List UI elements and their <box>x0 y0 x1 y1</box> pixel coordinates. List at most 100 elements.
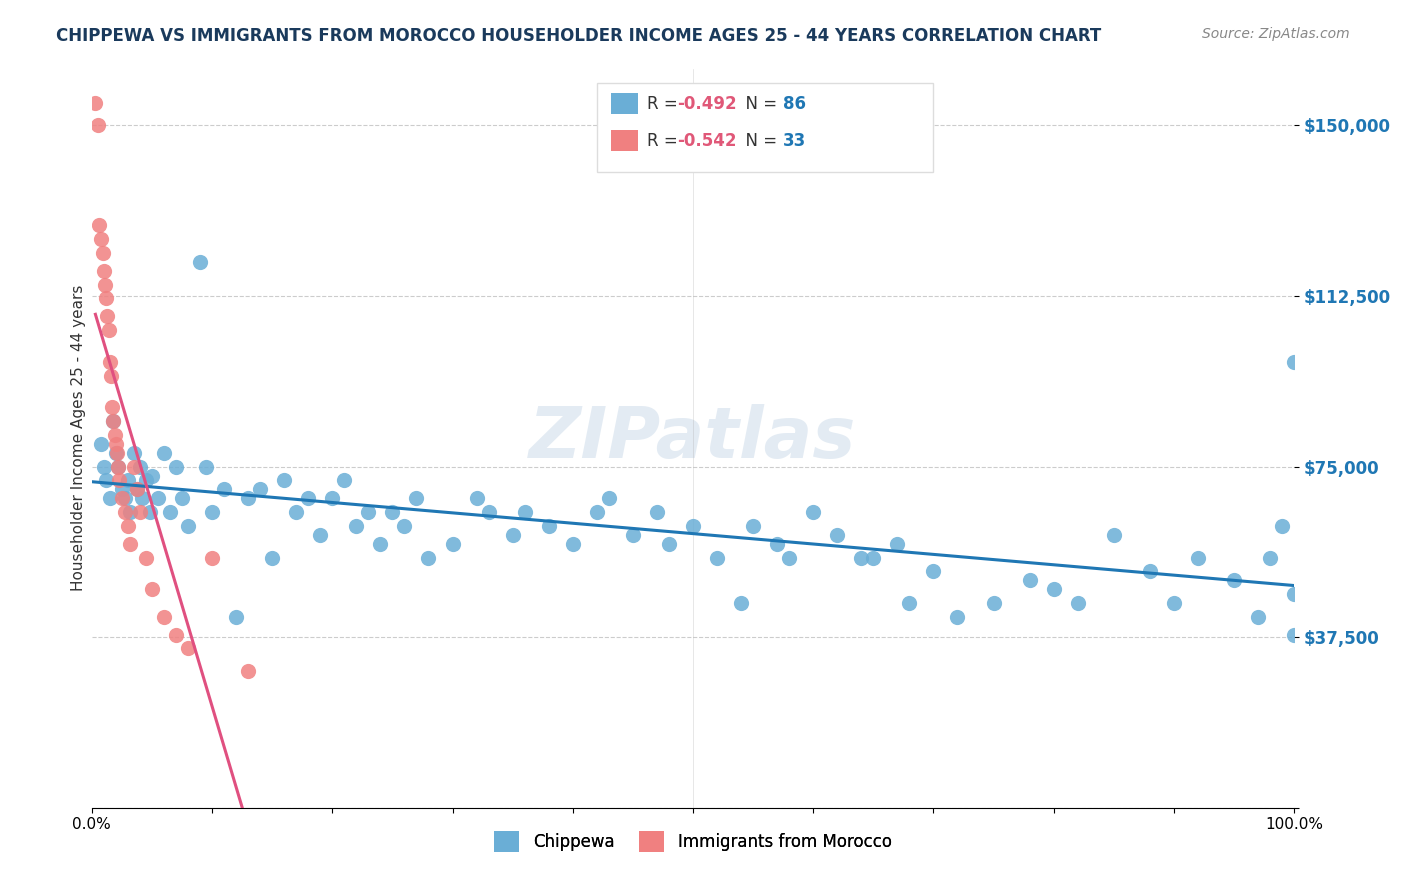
Point <box>862 550 884 565</box>
Point <box>122 446 145 460</box>
Point <box>309 528 332 542</box>
Point <box>135 550 157 565</box>
Point <box>682 518 704 533</box>
Point <box>94 277 117 292</box>
Point <box>93 264 115 278</box>
Point <box>117 473 139 487</box>
Point <box>165 628 187 642</box>
Point <box>730 596 752 610</box>
Text: ZIPatlas: ZIPatlas <box>529 403 856 473</box>
Point <box>120 505 142 519</box>
Point <box>645 505 668 519</box>
Point <box>225 609 247 624</box>
Point <box>111 491 134 506</box>
Point <box>84 95 107 110</box>
Point <box>103 414 125 428</box>
Point <box>128 459 150 474</box>
Point <box>93 459 115 474</box>
Point <box>177 518 200 533</box>
Point <box>405 491 427 506</box>
Point <box>1187 550 1209 565</box>
Point <box>159 505 181 519</box>
Point <box>91 245 114 260</box>
Point <box>1102 528 1125 542</box>
Point <box>90 232 112 246</box>
Point <box>105 446 128 460</box>
Point <box>706 550 728 565</box>
Point <box>212 483 235 497</box>
Point <box>131 491 153 506</box>
Point <box>898 596 921 610</box>
Point <box>285 505 308 519</box>
Point <box>100 368 122 383</box>
Point <box>90 437 112 451</box>
Point <box>262 550 284 565</box>
Point <box>87 219 110 233</box>
Text: Source: ZipAtlas.com: Source: ZipAtlas.com <box>1202 27 1350 41</box>
Y-axis label: Householder Income Ages 25 - 44 years: Householder Income Ages 25 - 44 years <box>72 285 86 591</box>
Point <box>177 641 200 656</box>
Point <box>1139 564 1161 578</box>
Point <box>1282 587 1305 601</box>
Point <box>1042 582 1064 597</box>
Point <box>1282 355 1305 369</box>
Point <box>107 459 129 474</box>
Point <box>585 505 607 519</box>
Point <box>249 483 271 497</box>
Point <box>333 473 356 487</box>
Text: -0.492: -0.492 <box>678 95 737 113</box>
Point <box>1223 573 1246 587</box>
Point <box>120 537 142 551</box>
Point <box>742 518 765 533</box>
Point <box>104 437 127 451</box>
Point <box>111 483 134 497</box>
Point <box>946 609 969 624</box>
Point <box>502 528 524 542</box>
Point <box>621 528 644 542</box>
Point <box>513 505 536 519</box>
Text: R =: R = <box>647 95 683 113</box>
Point <box>1067 596 1090 610</box>
Point <box>477 505 499 519</box>
Point <box>886 537 908 551</box>
Point <box>87 119 110 133</box>
Point <box>127 483 149 497</box>
Point <box>922 564 945 578</box>
Point <box>122 459 145 474</box>
Point <box>96 291 118 305</box>
Point <box>321 491 343 506</box>
Point <box>297 491 319 506</box>
Point <box>201 550 224 565</box>
Point <box>1018 573 1040 587</box>
Point <box>188 255 211 269</box>
Point <box>107 459 129 474</box>
Point <box>598 491 620 506</box>
Point <box>104 427 127 442</box>
Point <box>138 505 160 519</box>
Point <box>1163 596 1185 610</box>
Point <box>537 518 560 533</box>
Point <box>825 528 848 542</box>
Point <box>98 491 121 506</box>
Point <box>153 609 176 624</box>
Point <box>394 518 416 533</box>
Text: N =: N = <box>735 95 782 113</box>
Point <box>127 483 149 497</box>
Point <box>357 505 380 519</box>
Point <box>117 518 139 533</box>
Point <box>96 310 118 324</box>
Text: N =: N = <box>735 132 782 150</box>
Point <box>465 491 488 506</box>
Point <box>98 355 121 369</box>
Point <box>418 550 440 565</box>
Point <box>114 505 136 519</box>
Point <box>658 537 681 551</box>
Text: R =: R = <box>647 132 683 150</box>
Point <box>201 505 224 519</box>
Point <box>165 459 187 474</box>
FancyBboxPatch shape <box>612 130 638 152</box>
Point <box>141 582 163 597</box>
Point <box>344 518 367 533</box>
Point <box>101 401 124 415</box>
Point <box>1271 518 1294 533</box>
